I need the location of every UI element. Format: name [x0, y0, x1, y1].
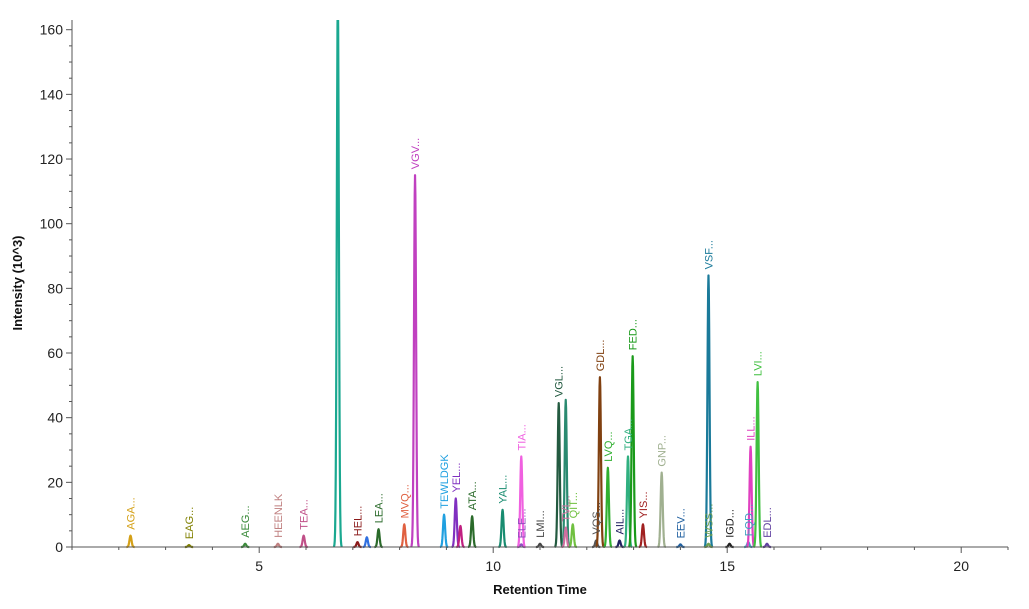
peak-trace: [656, 471, 667, 549]
peak-label: MVQ...: [399, 484, 411, 518]
peak-label: HEENLK: [273, 493, 285, 538]
peak-trace: [745, 445, 756, 549]
peak-label: TEWLDGK: [439, 454, 451, 509]
peak-trace: [516, 455, 527, 549]
peak-trace: [352, 541, 363, 549]
peak-trace: [567, 523, 578, 549]
peak-trace: [410, 174, 420, 548]
peak-label: LVI...: [753, 351, 765, 376]
peak-trace: [125, 534, 136, 549]
peak-label: ELE...: [516, 508, 528, 538]
y-tick-label: 0: [55, 539, 63, 555]
y-axis-title: Intensity (10^3): [10, 235, 25, 330]
peak-trace: [439, 513, 449, 549]
peak-label: VGL...: [554, 366, 566, 397]
peak-label: VSF...: [704, 240, 716, 269]
peak-label: YAL...: [498, 475, 510, 504]
y-tick-label: 160: [40, 22, 64, 38]
peak-trace: [627, 355, 638, 548]
peak-trace: [361, 536, 372, 549]
peak-label: VGV...: [410, 138, 422, 169]
peak-label: WSS...: [704, 504, 716, 538]
peak-labels: AGA... EAG... AEG... HEENLK TEA... HEL... LEA.…: [126, 138, 775, 539]
x-tick-label: 15: [719, 558, 735, 574]
peak-label: EDL...: [762, 507, 774, 538]
peak-trace: [373, 528, 384, 549]
peak-label: HEL...: [353, 506, 365, 537]
y-tick-label: 40: [47, 410, 63, 426]
peak-label: VQS...: [591, 502, 603, 534]
peak-trace: [553, 402, 564, 548]
peak-label: TIA...: [516, 424, 528, 450]
peak-label: EEV...: [675, 508, 687, 538]
peak-label: TGA...: [623, 419, 635, 451]
peak-trace: [752, 381, 763, 548]
peak-label: YIS...: [638, 491, 650, 518]
peak-trace: [602, 466, 613, 549]
peak-trace: [455, 524, 466, 549]
y-ticks: 0 20 40 60 80 100 120 140 160: [40, 22, 72, 555]
peak-label: QIT...: [568, 492, 580, 518]
peak-label: YEL...: [451, 463, 463, 493]
peak-trace: [595, 376, 605, 548]
peak-label: LVQ...: [603, 431, 615, 461]
peak-label: ATA...: [467, 481, 479, 510]
peak-trace: [497, 508, 508, 549]
peak-trace: [467, 515, 478, 549]
peak-trace: [560, 398, 571, 548]
y-tick-label: 80: [47, 280, 63, 296]
x-tick-label: 5: [255, 558, 263, 574]
x-tick-label: 10: [485, 558, 501, 574]
peak-trace: [638, 523, 648, 549]
x-axis-title: Retention Time: [493, 582, 587, 597]
y-tick-label: 140: [40, 86, 64, 102]
peak-label: TEA...: [299, 499, 311, 530]
peak-trace: [332, 20, 343, 548]
peak-label: LMI...: [535, 510, 547, 538]
peak-label: LEA...: [374, 493, 386, 523]
peak-label: AEG...: [240, 505, 252, 537]
y-tick-label: 20: [47, 474, 63, 490]
peak-trace: [703, 274, 714, 548]
y-tick-label: 100: [40, 216, 64, 232]
axes: 5 10 15 20 0 20 40 60 80 100 120 140 160: [40, 20, 1009, 574]
peak-trace: [399, 523, 410, 549]
peak-trace: [560, 526, 571, 549]
peak-label: FED...: [628, 319, 640, 350]
x-ticks: 5 10 15 20: [71, 547, 1009, 574]
peak-label: ILL...: [746, 416, 758, 440]
peak-trace: [614, 539, 625, 549]
peak-label: GDL...: [595, 340, 607, 372]
peak-label: TVI...: [561, 495, 573, 521]
peak-label: EAG...: [184, 507, 196, 539]
peak-label: AIL...: [615, 509, 627, 535]
peak-trace: [298, 534, 309, 549]
peak-label: AGA...: [126, 497, 138, 529]
peak-label: FQD...: [743, 504, 755, 536]
y-tick-label: 60: [47, 345, 63, 361]
peak-label: GNP...: [657, 435, 669, 467]
y-tick-label: 120: [40, 151, 64, 167]
peak-label: IGD...: [725, 509, 737, 538]
x-tick-label: 20: [953, 558, 969, 574]
